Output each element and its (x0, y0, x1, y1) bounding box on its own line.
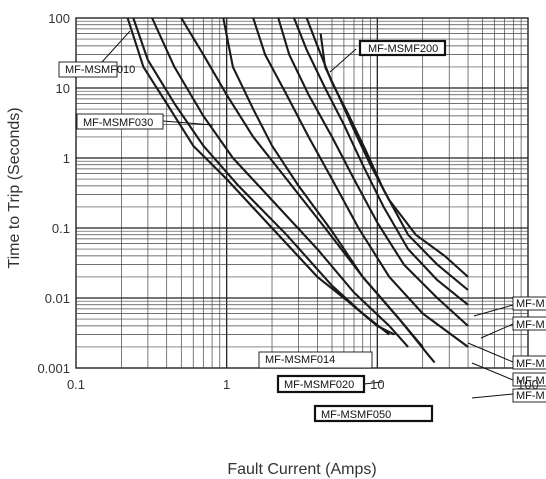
leader-line (101, 30, 131, 63)
curve-label-text: MF-MSMF010 (65, 64, 135, 76)
curve-label: MF-MSMF050 (313, 404, 434, 423)
curve-label-box (512, 372, 546, 387)
leader-line (473, 304, 514, 317)
curve-label: MF-MSMF010 (58, 30, 135, 78)
curve-label: MF-M (467, 342, 546, 370)
y-tick-label: 0.001 (37, 361, 70, 376)
leader-line (471, 362, 514, 381)
curve-label-box (76, 113, 164, 130)
x-tick-label: 10 (370, 377, 384, 392)
curve-label-box (258, 351, 373, 369)
curve-label: MF-M (471, 362, 546, 387)
curve-label-text: MF-M (516, 319, 545, 331)
curve-label-box (58, 61, 118, 78)
curve-label-text: MF-M (516, 375, 545, 387)
curve-label: MF-M (480, 316, 546, 339)
curve-label-box (512, 355, 546, 370)
curve-label-box (512, 388, 546, 403)
curve-label: MF-MSMF014 (258, 351, 373, 369)
tick-layer: 0.1 1 10 100 0.001 0.01 0.1 1 10 100 (37, 11, 538, 392)
curve-label-text: MF-MSMF050 (321, 409, 391, 421)
curve-label-text: MF-MSMF030 (83, 117, 153, 129)
curve-label-text: MF-MSMF200 (368, 43, 438, 55)
curve-label-box (512, 296, 546, 311)
curve-label-text: MF-MSMF014 (265, 354, 335, 366)
leader-line (329, 48, 357, 73)
annotation-layer: MF-MSMF010 MF-MSMF030 MF-MSMF200 MF-MSMF014… (58, 30, 546, 423)
y-tick-label: 0.1 (52, 221, 70, 236)
series-curve (132, 17, 390, 336)
leader-line (471, 393, 514, 399)
leader-line (162, 120, 214, 126)
x-axis-title: Fault Current (Amps) (227, 461, 376, 478)
curve-label-box (358, 39, 447, 57)
y-tick-label: 0.01 (45, 291, 70, 306)
curve-label-box (512, 316, 546, 331)
x-tick-label: 1 (223, 377, 230, 392)
curve-label-text: MF-M (516, 390, 545, 402)
leader-line (363, 381, 383, 385)
curve-label-text: MF-M (516, 358, 545, 370)
curve-label: MF-MSMF200 (329, 39, 447, 73)
curve-label: MF-MSMF030 (76, 113, 214, 130)
curve-label-text: MF-M (516, 298, 545, 310)
series-curve (277, 17, 469, 327)
series-curve (293, 17, 469, 306)
curve-label: MF-MSMF020 (276, 374, 383, 394)
y-tick-label: 100 (48, 11, 70, 26)
leader-line (480, 323, 514, 339)
x-tick-label: 100 (517, 377, 539, 392)
y-tick-label: 1 (63, 151, 70, 166)
curve-label-text: MF-MSMF020 (284, 379, 354, 391)
series-curve (252, 17, 469, 348)
curve-label-box (276, 374, 366, 394)
x-tick-label: 0.1 (67, 377, 85, 392)
curve-label: MF-M (473, 296, 546, 317)
curve-label-box (313, 404, 434, 423)
series-curve (151, 17, 409, 348)
y-tick-label: 10 (56, 81, 70, 96)
series-curve (222, 17, 436, 364)
y-axis-title: Time to Trip (Seconds) (6, 107, 23, 268)
series-layer (126, 17, 469, 364)
leader-line (467, 342, 514, 363)
curve-label: MF-M (471, 388, 546, 403)
series-curve (319, 33, 469, 278)
series-curve (305, 17, 469, 291)
